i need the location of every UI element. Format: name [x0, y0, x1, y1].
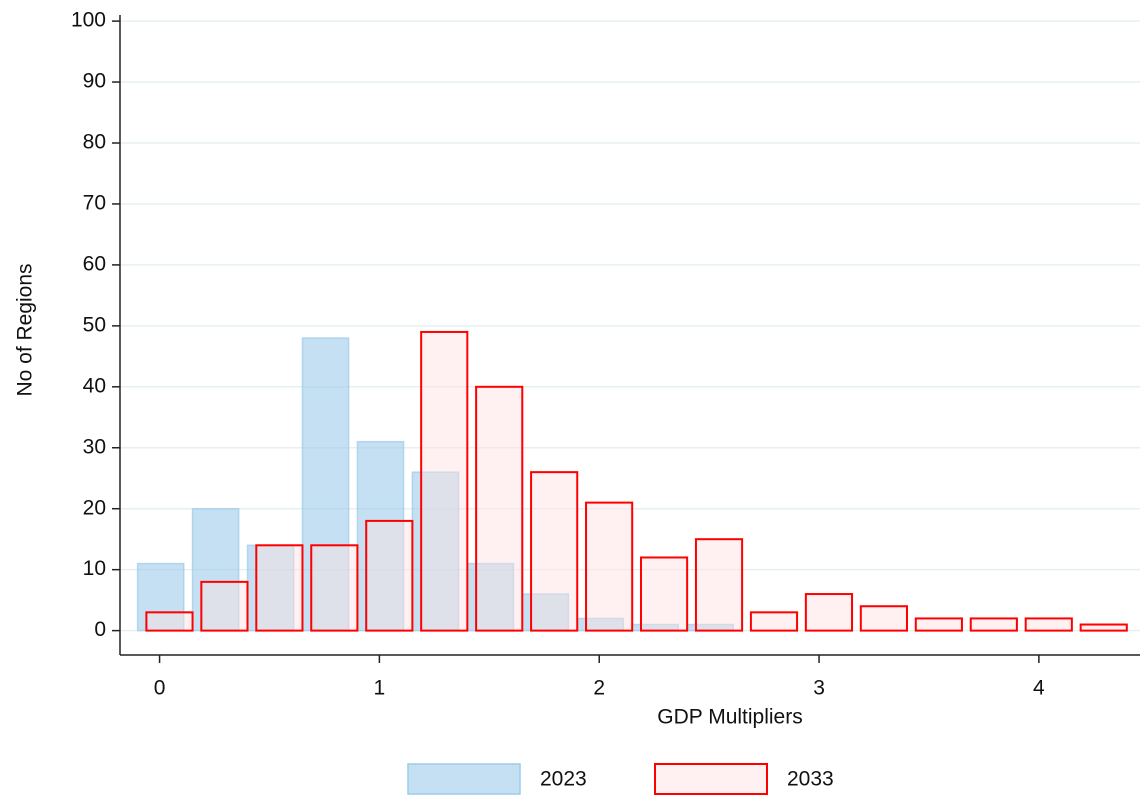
y-tick-label: 0 — [94, 618, 106, 641]
bar — [420, 330, 469, 632]
bar — [475, 385, 524, 632]
bar — [694, 538, 744, 632]
x-tick-label: 2 — [593, 677, 605, 700]
x-axis-title: GDP Multipliers — [657, 706, 802, 729]
bar — [356, 440, 405, 632]
bar — [969, 617, 1018, 632]
bar — [145, 611, 194, 632]
x-tick-label: 3 — [813, 677, 825, 700]
y-tick-label: 30 — [83, 435, 106, 458]
y-tick-label: 90 — [83, 70, 106, 93]
y-axis-title: No of Regions — [14, 263, 37, 396]
bar — [255, 544, 304, 632]
bar — [914, 617, 963, 632]
x-tick-label: 0 — [154, 677, 166, 700]
y-tick-label: 10 — [83, 557, 106, 580]
y-tick-label: 70 — [83, 191, 106, 214]
legend-swatch — [654, 763, 768, 795]
x-tick-label: 4 — [1033, 677, 1045, 700]
y-tick-label: 50 — [83, 313, 106, 336]
bar — [804, 593, 854, 632]
bar — [200, 580, 249, 632]
legend-label: 2023 — [540, 768, 587, 791]
legend-label: 2033 — [787, 768, 834, 791]
bar — [530, 471, 579, 632]
x-tick-label: 1 — [374, 677, 386, 700]
bar — [639, 556, 689, 632]
y-tick-label: 80 — [83, 131, 106, 154]
y-tick-label: 20 — [83, 496, 106, 519]
y-tick-label: 100 — [71, 9, 106, 32]
bar — [859, 605, 908, 632]
bar — [585, 501, 634, 632]
bar — [1024, 617, 1073, 632]
bar — [1079, 623, 1128, 632]
y-tick-label: 60 — [83, 252, 106, 275]
bar — [191, 507, 240, 632]
bar — [749, 611, 799, 632]
bar — [365, 519, 414, 632]
bar — [521, 593, 570, 632]
legend-swatch — [407, 763, 521, 795]
bar — [301, 337, 350, 632]
y-tick-label: 40 — [83, 374, 106, 397]
bar — [411, 471, 460, 632]
bar — [136, 562, 185, 632]
bar — [310, 544, 359, 632]
